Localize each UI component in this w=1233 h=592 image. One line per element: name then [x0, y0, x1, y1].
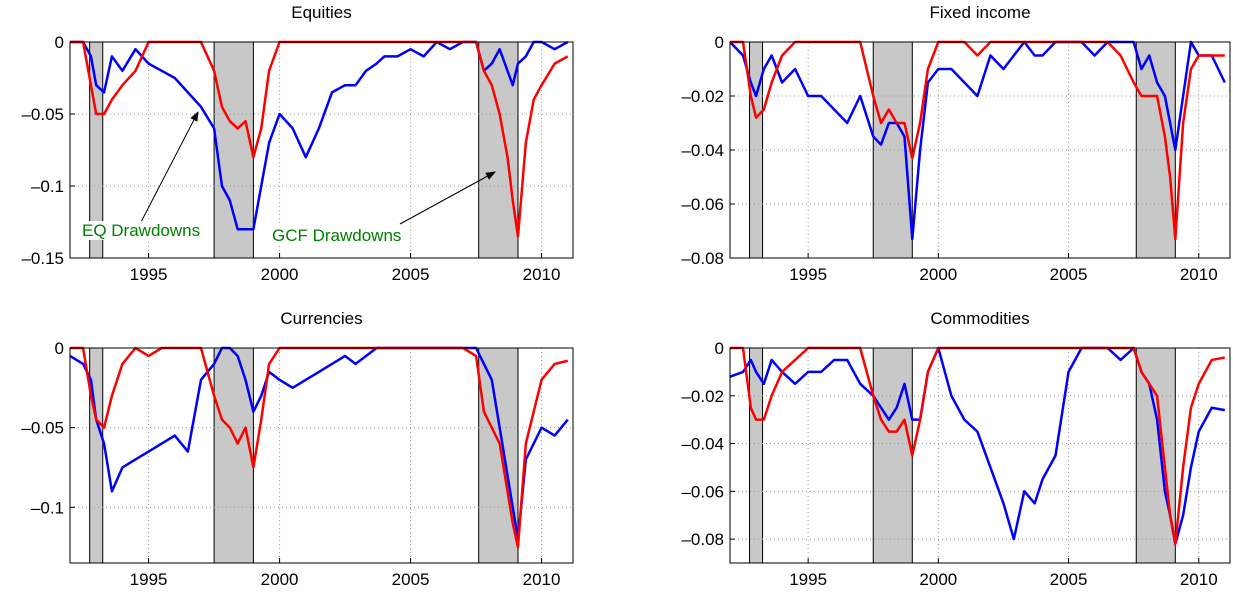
y-tick-label: –0.05: [21, 419, 64, 438]
x-tick-label: 2010: [1180, 265, 1218, 284]
shaded-region: [749, 41, 764, 259]
x-tick-label: 2010: [1180, 570, 1218, 589]
y-tick-label: 0: [715, 339, 724, 358]
y-tick-label: –0.1: [31, 177, 64, 196]
subplot: Fixed income –0.08 –0.06 –0.04 –0.02 0 1995 200…: [681, 3, 1231, 284]
series-line: [69, 346, 569, 541]
shaded-region: [872, 347, 913, 564]
shaded-region: [213, 41, 254, 259]
y-tick-label: –0.08: [681, 530, 724, 549]
subplot-title: Currencies: [280, 309, 362, 328]
subplot-title: Commodities: [930, 309, 1029, 328]
x-tick-label: 2000: [261, 570, 299, 589]
annotation-arrow: [139, 111, 199, 225]
x-tick-label: 1995: [130, 570, 168, 589]
axes-frame: [729, 41, 1231, 259]
subplot: Commodities –0.08 –0.06 –0.04 –0.02 0 1995 2000…: [681, 309, 1231, 589]
y-tick-label: –0.06: [681, 482, 724, 501]
annotation-background: [271, 226, 403, 245]
x-tick-label: 2005: [392, 570, 430, 589]
annotation: GCF Drawdowns: [272, 226, 401, 245]
y-tick-label: –0.05: [21, 105, 64, 124]
subplot: Equities –0.15 –0.1 –0.05 0 1995 2000 2005 2010 E…: [21, 3, 574, 284]
x-tick-label: 2005: [1050, 570, 1088, 589]
x-tick-label: 1995: [789, 265, 827, 284]
y-tick-label: 0: [715, 33, 724, 52]
shaded-region: [213, 347, 254, 564]
annotation-arrow: [399, 171, 496, 225]
annotation-background: [81, 221, 202, 240]
x-tick-label: 2000: [261, 265, 299, 284]
x-tick-label: 2005: [1050, 265, 1088, 284]
y-tick-label: –0.06: [681, 195, 724, 214]
x-tick-label: 1995: [130, 265, 168, 284]
subplot: Currencies –0.1 –0.05 0 1995 2000 2005 2010: [21, 309, 574, 589]
x-tick-label: 2005: [392, 265, 430, 284]
subplot-title: Fixed income: [929, 3, 1030, 22]
shaded-region: [1135, 347, 1176, 564]
y-tick-label: 0: [55, 33, 64, 52]
y-tick-label: 0: [55, 339, 64, 358]
x-tick-label: 2000: [919, 265, 957, 284]
axes-frame: [69, 347, 574, 564]
y-tick-label: –0.04: [681, 435, 724, 454]
x-tick-label: 2010: [523, 265, 561, 284]
subplot-title: Equities: [291, 3, 351, 22]
y-tick-label: –0.08: [681, 249, 724, 268]
shaded-region: [478, 347, 519, 564]
y-tick-label: –0.15: [21, 249, 64, 268]
annotation: EQ Drawdowns: [82, 221, 200, 240]
axes-frame: [729, 347, 1231, 564]
x-tick-label: 2010: [523, 570, 561, 589]
series-line: [729, 40, 1226, 241]
y-tick-label: –0.04: [681, 141, 724, 160]
y-tick-label: –0.02: [681, 387, 724, 406]
x-tick-label: 1995: [789, 570, 827, 589]
y-tick-label: –0.02: [681, 87, 724, 106]
axes-frame: [69, 41, 574, 259]
y-tick-label: –0.1: [31, 498, 64, 517]
series-line: [729, 346, 1226, 546]
x-tick-label: 2000: [919, 570, 957, 589]
series-line: [70, 40, 569, 231]
